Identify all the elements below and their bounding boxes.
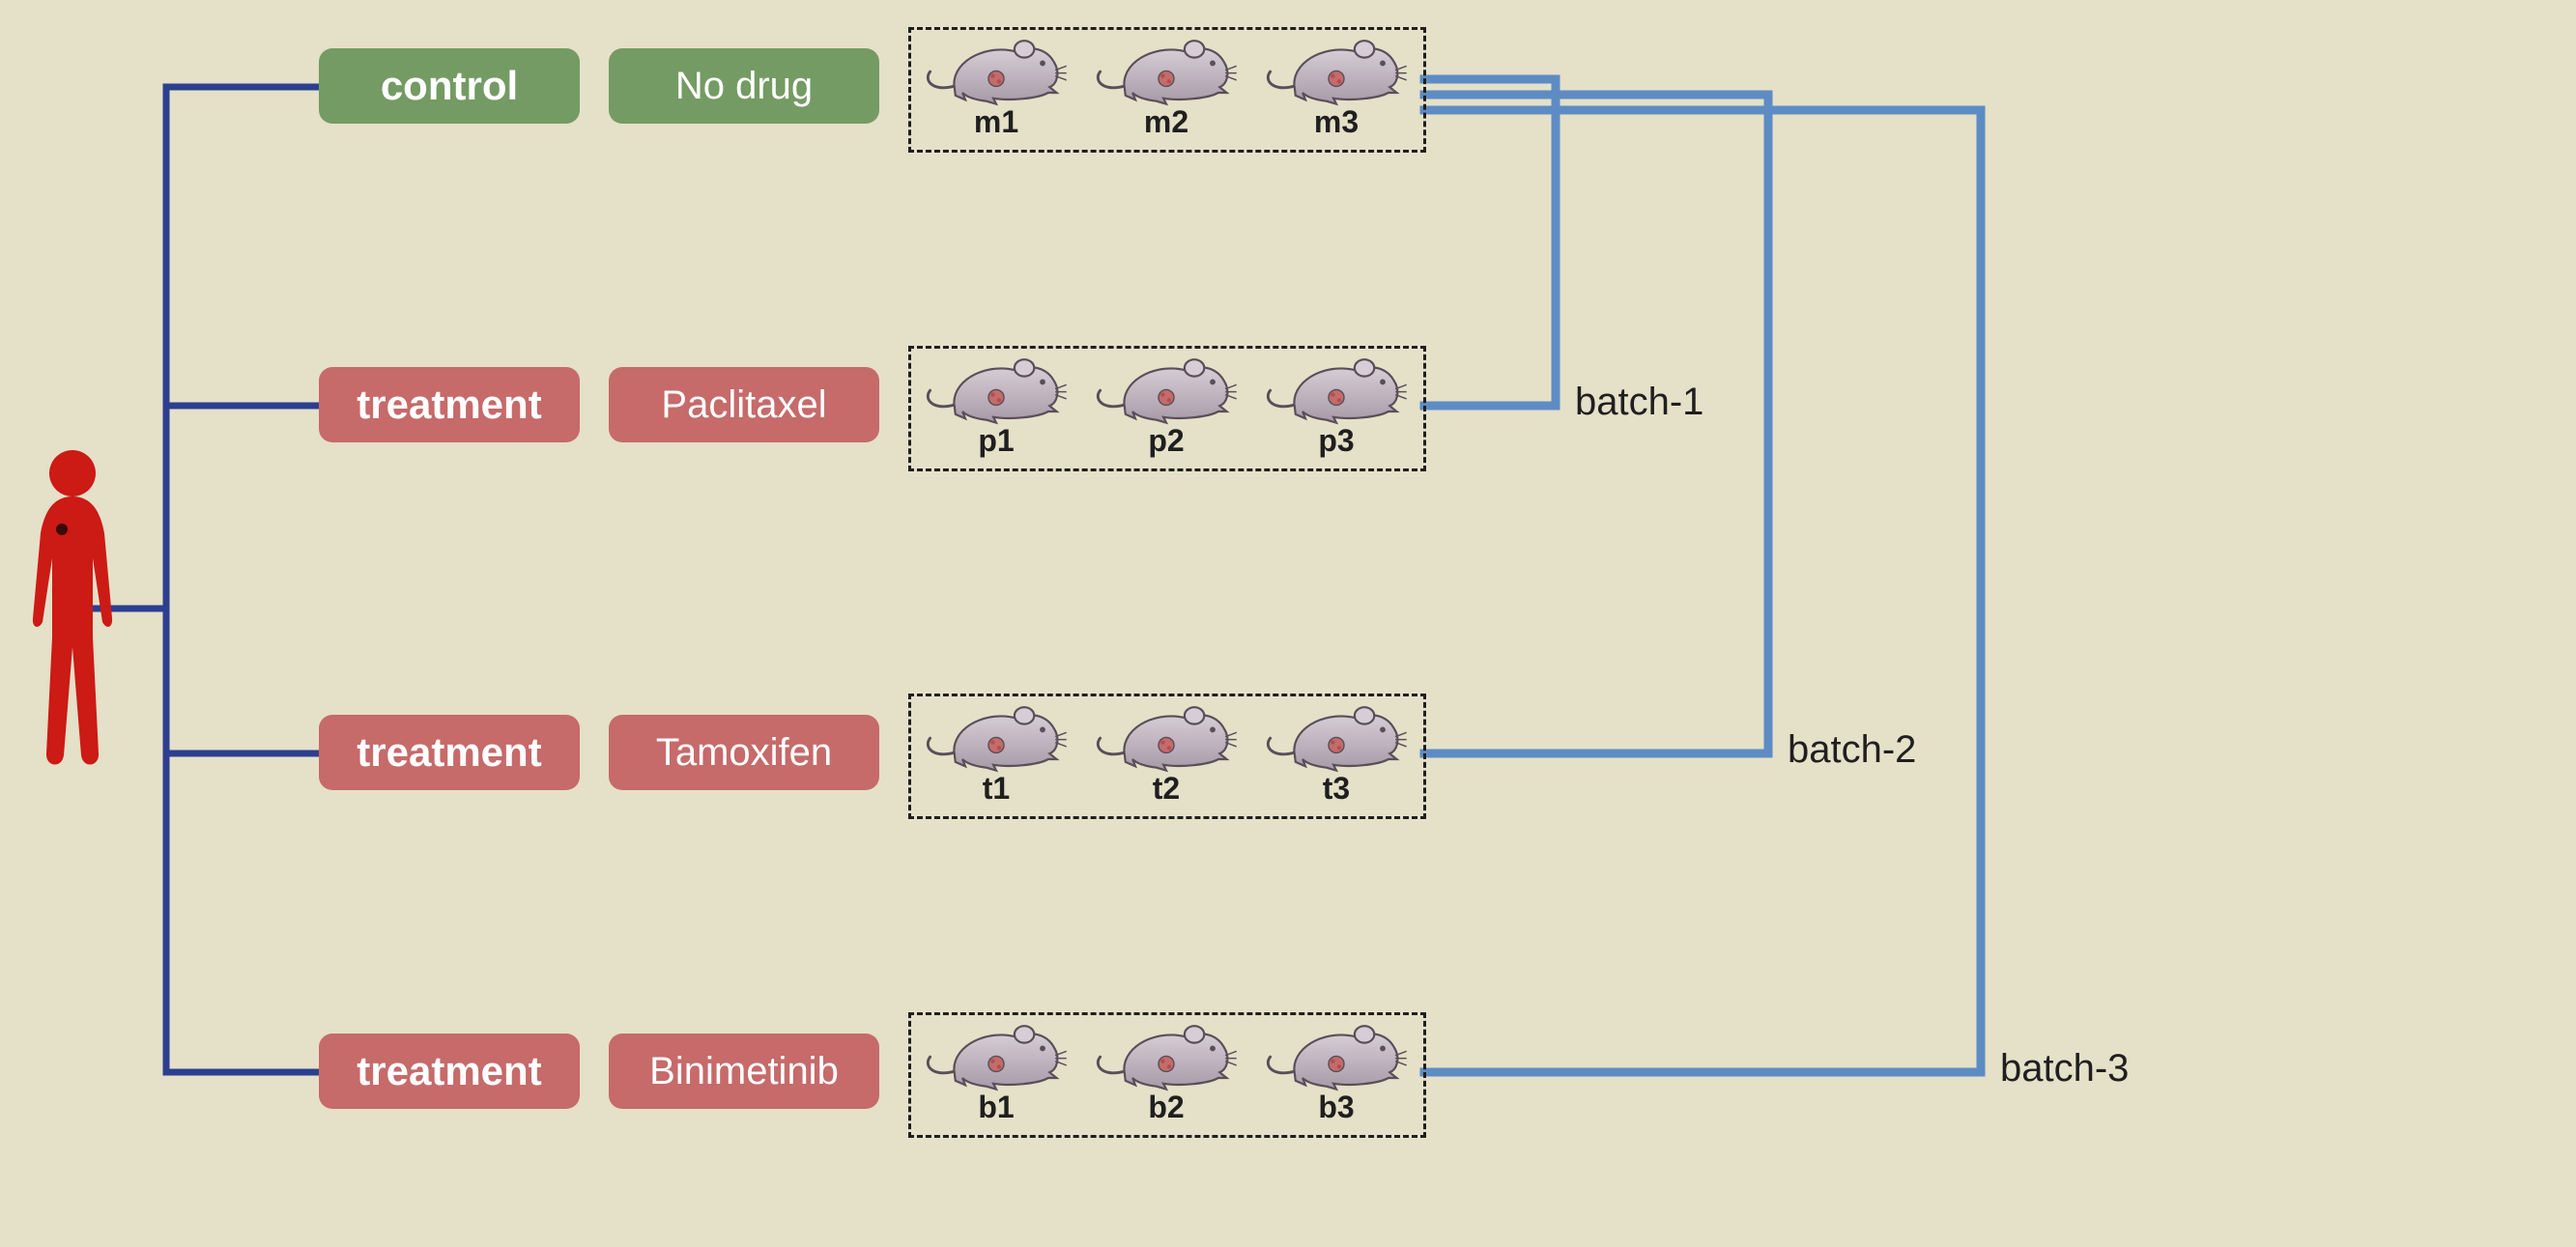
mouse-icon: b1	[914, 1016, 1078, 1125]
mouse-label: t3	[1254, 771, 1418, 807]
mouse-label: p2	[1084, 423, 1248, 459]
mouse-icon: p3	[1254, 350, 1418, 459]
mouse-label: p3	[1254, 423, 1418, 459]
mouse-icon: b2	[1084, 1016, 1248, 1125]
mouse-label: b3	[1254, 1090, 1418, 1125]
mouse-label: m3	[1254, 104, 1418, 140]
diagram-stage: control No drug m1	[0, 0, 2576, 1247]
group-type-pill: treatment	[319, 715, 580, 790]
mouse-icon: t3	[1254, 697, 1418, 807]
batch-label: batch-1	[1575, 381, 1703, 424]
group-drug-pill: Tamoxifen	[609, 715, 879, 790]
batch-label: batch-2	[1788, 728, 1916, 772]
group-drug-pill: Paclitaxel	[609, 367, 879, 442]
mouse-label: m2	[1084, 104, 1248, 140]
mouse-label: t2	[1084, 771, 1248, 807]
mouse-icon: p2	[1084, 350, 1248, 459]
mouse-label: t1	[914, 771, 1078, 807]
group-drug-pill: Binimetinib	[609, 1034, 879, 1109]
mouse-icon: m1	[914, 31, 1078, 140]
mouse-label: b1	[914, 1090, 1078, 1125]
mouse-label: p1	[914, 423, 1078, 459]
mouse-label: b2	[1084, 1090, 1248, 1125]
mouse-icon: b3	[1254, 1016, 1418, 1125]
group-drug-pill: No drug	[609, 48, 879, 124]
batch-label: batch-3	[2000, 1047, 2129, 1091]
mouse-icon: m2	[1084, 31, 1248, 140]
group-type-pill: treatment	[319, 1034, 580, 1109]
group-type-pill: treatment	[319, 367, 580, 442]
human-patient-icon	[19, 444, 126, 778]
group-type-pill: control	[319, 48, 580, 124]
mouse-icon: t1	[914, 697, 1078, 807]
mouse-label: m1	[914, 104, 1078, 140]
mouse-icon: m3	[1254, 31, 1418, 140]
mouse-icon: p1	[914, 350, 1078, 459]
mouse-icon: t2	[1084, 697, 1248, 807]
